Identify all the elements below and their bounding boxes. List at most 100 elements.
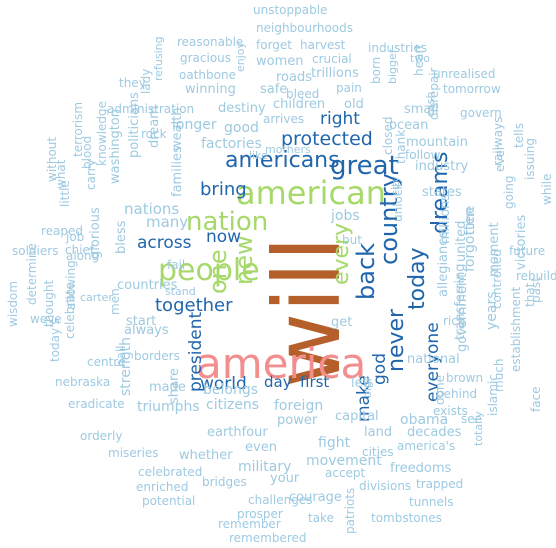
word-lady: lady: [139, 68, 153, 94]
word-nations: nations: [124, 200, 180, 218]
word-celebrated: celebrated: [138, 465, 203, 479]
word-rich: rich: [443, 314, 466, 328]
word-protected: protected: [281, 128, 373, 150]
word-world: world: [200, 374, 247, 394]
word-harvest: harvest: [300, 38, 346, 52]
word-patriots: patriots: [343, 487, 357, 534]
word-tunnels: tunnels: [409, 495, 454, 509]
word-they: they: [119, 76, 146, 90]
word-glorious: glorious: [88, 207, 103, 259]
word-rebuild: rebuild: [516, 269, 556, 283]
word-while: while: [540, 173, 554, 205]
word-land: land: [364, 425, 393, 440]
word-establishment: establishment: [509, 286, 523, 372]
word-tombstones: tombstones: [371, 511, 442, 525]
word-industry: industry: [415, 159, 469, 174]
word-carter: carter: [80, 291, 113, 304]
word-borders: borders: [134, 349, 180, 363]
word-roads: roads: [276, 70, 313, 85]
word-challenges: challenges: [248, 493, 313, 507]
word-accept: accept: [325, 466, 366, 480]
word-fight: fight: [318, 435, 351, 451]
word-winning: winning: [185, 82, 236, 97]
word-born: born: [369, 56, 383, 84]
word-wealth: wealth: [170, 107, 185, 151]
word-face: face: [529, 386, 543, 412]
word-your: your: [270, 471, 300, 486]
word-across: across: [137, 233, 192, 253]
word-thank: thank: [394, 129, 408, 164]
word-rock: rock: [141, 127, 167, 141]
word-factories: factories: [201, 136, 262, 152]
word-god: god: [370, 353, 390, 385]
word-small: small: [404, 102, 439, 117]
word-ever: ever: [493, 145, 507, 172]
word-arrives: arrives: [263, 112, 305, 126]
word-good: good: [224, 120, 259, 136]
word-oathbone: oathbone: [179, 68, 236, 82]
word-strength: strength: [118, 337, 134, 396]
word-unstoppable: unstoppable: [253, 3, 328, 17]
word-victories: victories: [514, 214, 529, 270]
word-mothers: mothers: [265, 143, 311, 156]
word-forget: forget: [256, 38, 292, 52]
word-potential: potential: [142, 494, 196, 508]
word-courage: courage: [289, 490, 342, 505]
word-many: many: [146, 213, 189, 231]
word-allegiance: allegiance: [436, 230, 451, 297]
word-unlock: unlock: [391, 182, 405, 222]
word-reasonable: reasonable: [177, 35, 244, 49]
word-enriched: enriched: [136, 480, 189, 494]
word-govern: govern: [460, 106, 502, 120]
word-military: military: [238, 459, 292, 475]
word-safe: safe: [260, 82, 288, 97]
word-chief: chief: [65, 243, 95, 257]
word-together: together: [155, 295, 233, 316]
word-bridges: bridges: [202, 475, 247, 489]
word-ocean: ocean: [389, 118, 429, 133]
word-fail: fail: [167, 258, 186, 272]
word-future: future: [509, 244, 546, 258]
word-bless: bless: [114, 220, 129, 254]
word-job: job: [66, 230, 85, 244]
word-destiny: destiny: [218, 101, 266, 116]
word-determine: determine: [25, 243, 39, 305]
word-miseries: miseries: [108, 446, 159, 460]
word-jobs: jobs: [331, 208, 360, 224]
word-politicians: politicians: [127, 92, 142, 158]
word-one: one: [204, 249, 232, 294]
word-now: now: [206, 227, 242, 247]
word-always: always: [124, 323, 169, 338]
word-get: get: [331, 315, 353, 330]
word-follow: follow: [405, 148, 441, 162]
word-children: children: [273, 97, 326, 112]
word-orderly: orderly: [80, 429, 123, 443]
word-wisdom: wisdom: [6, 280, 20, 327]
word-trapped: trapped: [416, 477, 464, 491]
word-along: along: [66, 249, 100, 263]
word-start: start: [126, 314, 157, 329]
word-crucial: crucial: [312, 52, 352, 66]
word-issuing: issuing: [523, 138, 537, 180]
word-bleed: bleed: [286, 87, 320, 101]
word-remember: remember: [218, 517, 281, 531]
word-decades: decades: [407, 425, 462, 440]
word-trillions: trillions: [311, 66, 359, 81]
word-reaped: reaped: [41, 224, 84, 238]
word-without: without: [45, 136, 59, 182]
word-share: share: [167, 367, 182, 404]
word-national: national: [407, 352, 460, 367]
word-longer: longer: [172, 117, 217, 133]
word-bigger: bigger: [386, 48, 399, 84]
word-controlled: controlled: [490, 249, 504, 309]
word-america-s: america's: [397, 439, 456, 453]
word-power: power: [277, 413, 318, 428]
word-heart: heart: [412, 44, 426, 76]
word-enjoy: enjoy: [234, 41, 247, 72]
word-divisions: divisions: [359, 479, 412, 493]
word-little: little: [58, 180, 72, 207]
word-capital: capital: [335, 409, 379, 424]
word-made: made: [149, 380, 186, 395]
word-gracious: gracious: [180, 51, 232, 65]
word-great: great: [330, 151, 399, 181]
